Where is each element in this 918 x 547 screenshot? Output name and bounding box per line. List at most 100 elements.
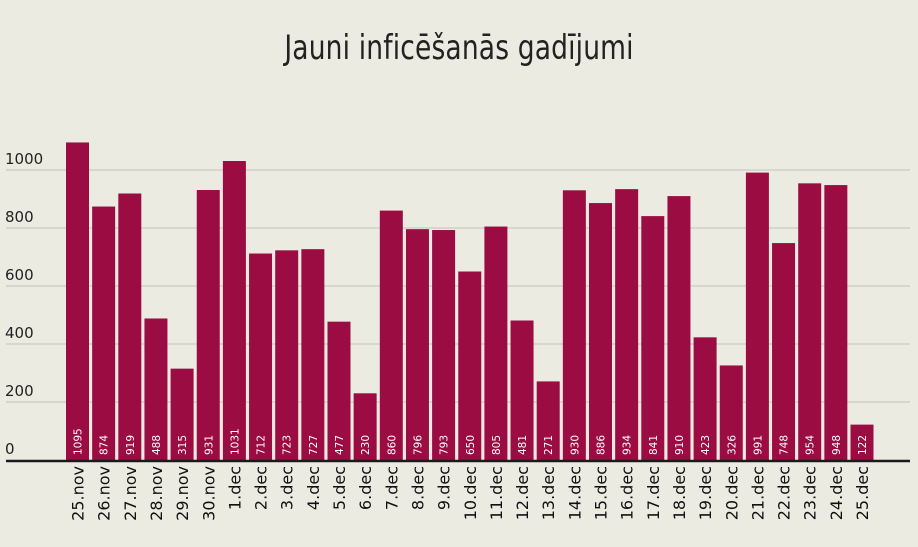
x-tick-label: 6.dec xyxy=(356,466,375,510)
bar-value-label: 1031 xyxy=(229,428,241,455)
bar-value-label: 727 xyxy=(308,435,320,455)
x-tick-label: 25.dec xyxy=(853,466,872,520)
bar xyxy=(327,321,351,460)
bar-value-label: 931 xyxy=(203,435,215,455)
bar-value-label: 805 xyxy=(491,435,503,455)
bar xyxy=(379,210,403,460)
bar-value-label: 122 xyxy=(857,435,869,455)
bar xyxy=(745,172,769,461)
bar xyxy=(301,249,325,460)
bar-value-label: 230 xyxy=(360,435,372,455)
bar xyxy=(824,185,848,460)
bar xyxy=(536,381,560,460)
x-tick-label: 8.dec xyxy=(408,466,427,510)
x-tick-label: 27.nov xyxy=(121,466,140,521)
bar xyxy=(615,189,639,460)
bar-value-label: 796 xyxy=(412,435,424,455)
x-tick-label: 30.nov xyxy=(199,466,218,521)
bar-value-label: 271 xyxy=(543,435,555,455)
x-tick-label: 5.dec xyxy=(330,466,349,510)
x-tick-label: 15.dec xyxy=(592,466,611,520)
bar-value-label: 712 xyxy=(256,435,268,455)
chart-title: Jauni inficēšanās gadījumi xyxy=(284,28,634,68)
bar-value-label: 650 xyxy=(465,435,477,455)
y-tick-label: 1000 xyxy=(5,150,43,168)
bar xyxy=(275,250,299,460)
bar xyxy=(353,393,377,460)
x-tick-label: 9.dec xyxy=(435,466,454,510)
bar xyxy=(850,424,874,460)
bar-value-label: 860 xyxy=(386,435,398,455)
x-tick-label: 29.nov xyxy=(173,466,192,521)
x-tick-label: 2.dec xyxy=(252,466,271,510)
bar xyxy=(484,226,508,460)
bar xyxy=(772,243,796,460)
x-tick-label: 11.dec xyxy=(487,466,506,520)
bar-value-label: 930 xyxy=(569,435,581,455)
x-tick-label: 19.dec xyxy=(696,466,715,520)
bar-value-label: 481 xyxy=(517,435,529,455)
bar xyxy=(92,206,116,460)
bar xyxy=(667,196,691,460)
bar xyxy=(719,365,743,460)
x-tick-label: 20.dec xyxy=(722,466,741,520)
bar xyxy=(170,368,194,460)
x-tick-label: 24.dec xyxy=(827,466,846,520)
y-tick-label: 0 xyxy=(5,440,15,458)
bar-value-label: 954 xyxy=(805,435,817,455)
bar xyxy=(432,230,456,460)
x-tick-label: 25.nov xyxy=(69,466,88,521)
y-tick-label: 200 xyxy=(5,382,34,400)
bar xyxy=(144,318,168,460)
bar xyxy=(641,216,665,460)
x-tick-label: 22.dec xyxy=(775,466,794,520)
bar-value-label: 326 xyxy=(726,435,738,455)
bar xyxy=(510,320,534,460)
bar-value-label: 488 xyxy=(151,435,163,455)
y-tick-label: 400 xyxy=(5,324,34,342)
bar-value-label: 948 xyxy=(831,435,843,455)
bar-value-label: 910 xyxy=(674,435,686,455)
x-tick-label: 4.dec xyxy=(304,466,323,510)
bar-value-label: 1095 xyxy=(73,428,85,455)
x-tick-label: 17.dec xyxy=(644,466,663,520)
x-tick-label: 14.dec xyxy=(565,466,584,520)
x-tick-label: 13.dec xyxy=(539,466,558,520)
bar xyxy=(405,229,429,460)
bar-value-label: 919 xyxy=(125,435,137,455)
x-tick-label: 7.dec xyxy=(382,466,401,510)
bar xyxy=(693,337,717,460)
bar-value-label: 477 xyxy=(334,435,346,455)
bar xyxy=(798,183,822,460)
y-tick-label: 600 xyxy=(5,266,34,284)
bar-value-label: 748 xyxy=(779,435,791,455)
bar-value-label: 793 xyxy=(439,435,451,455)
bar-value-label: 841 xyxy=(648,435,660,455)
x-tick-label: 18.dec xyxy=(670,466,689,520)
bar-value-label: 991 xyxy=(752,435,764,455)
x-tick-label: 26.nov xyxy=(95,466,114,521)
bar xyxy=(66,142,89,460)
bar-value-label: 723 xyxy=(282,435,294,455)
bar-value-label: 315 xyxy=(177,435,189,455)
x-tick-label: 10.dec xyxy=(461,466,480,520)
x-tick-label: 28.nov xyxy=(147,466,166,521)
bar-value-label: 423 xyxy=(700,435,712,455)
x-tick-label: 3.dec xyxy=(278,466,297,510)
bar xyxy=(196,190,220,460)
bar xyxy=(458,271,482,460)
bar xyxy=(118,193,142,461)
bar xyxy=(589,203,612,460)
bar-value-label: 934 xyxy=(622,435,634,455)
bar xyxy=(249,253,273,460)
bar-value-label: 874 xyxy=(99,435,111,455)
bar xyxy=(562,190,586,461)
x-tick-label: 21.dec xyxy=(748,466,767,520)
x-tick-label: 12.dec xyxy=(513,466,532,520)
x-tick-label: 1.dec xyxy=(225,466,244,510)
x-tick-label: 16.dec xyxy=(618,466,637,520)
bar-value-label: 886 xyxy=(596,435,608,455)
bar xyxy=(222,161,246,460)
